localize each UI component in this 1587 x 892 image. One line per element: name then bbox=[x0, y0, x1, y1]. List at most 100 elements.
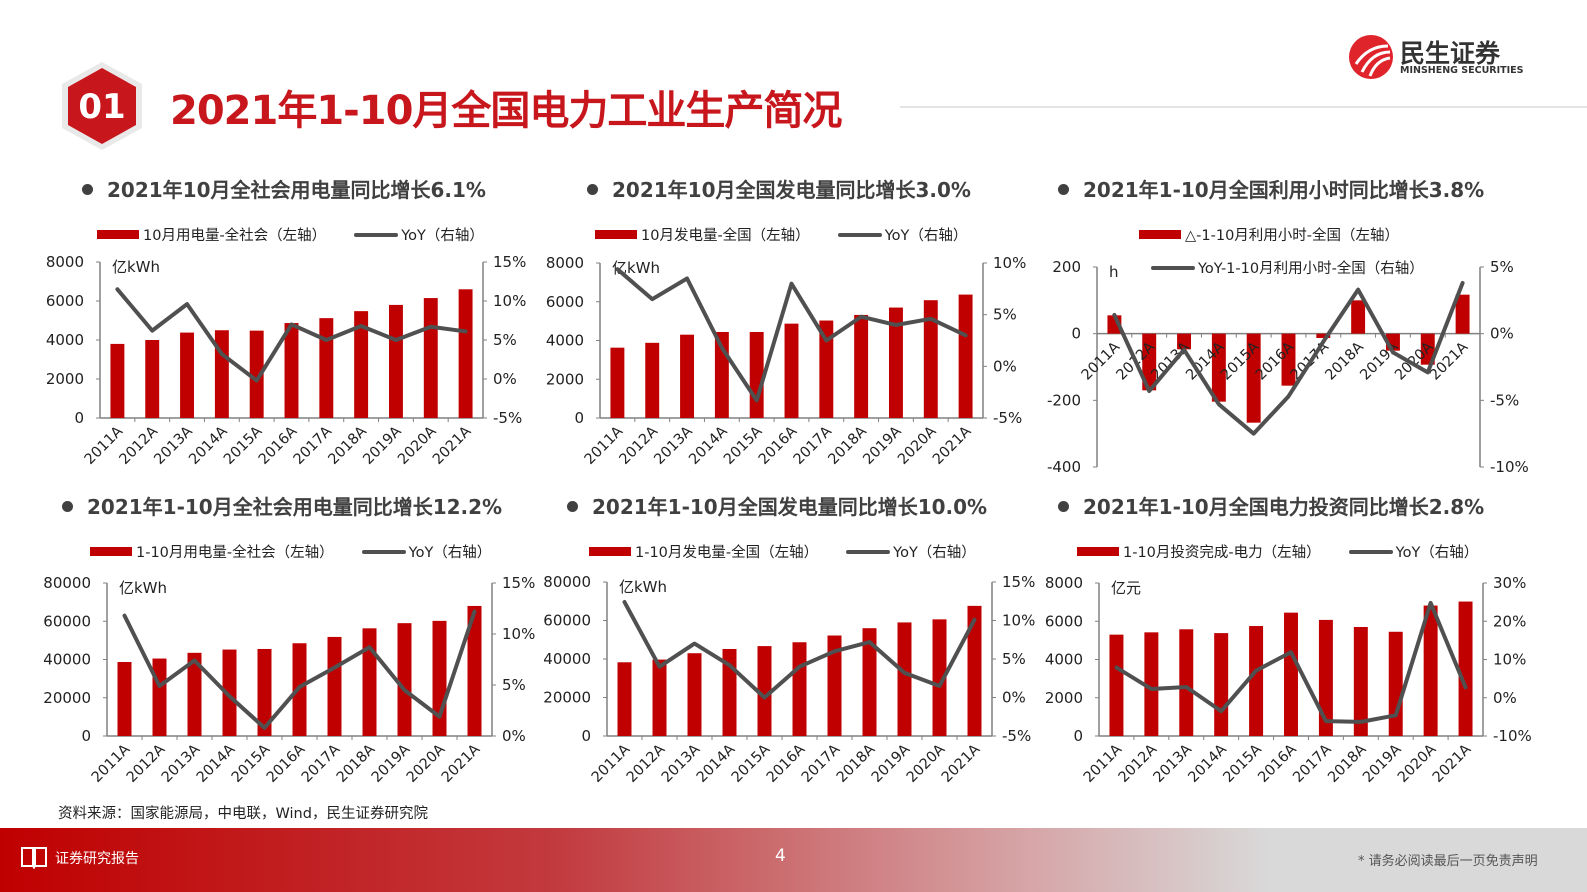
chart-1-left-tick-label: 0 bbox=[74, 409, 84, 427]
chart-3-bar bbox=[1211, 333, 1226, 402]
chart-3-category-label: 2011A bbox=[1079, 339, 1123, 383]
chart-title-text: 2021年1-10月全国电力投资同比增长2.8% bbox=[1083, 495, 1485, 519]
chart-2-category-label: 2016A bbox=[756, 423, 800, 467]
chart-title-text: 2021年1-10月全国利用小时同比增长3.8% bbox=[1083, 178, 1485, 202]
chart-5-category-label: 2013A bbox=[659, 741, 703, 785]
chart-4-unit-label: 亿kWh bbox=[119, 579, 167, 597]
chart-1-category-label: 2021A bbox=[430, 423, 474, 467]
chart-5-right-tick-label: -5% bbox=[1002, 727, 1031, 745]
footer-report-label: 证券研究报告 bbox=[55, 851, 139, 867]
chart-2-left-tick-label: 2000 bbox=[546, 370, 584, 388]
chart-2-bar bbox=[680, 334, 695, 418]
chart-5-category-label: 2019A bbox=[869, 741, 913, 785]
chart-2-right-tick-label: 0% bbox=[993, 357, 1017, 375]
chart-6-bar bbox=[1423, 605, 1438, 736]
chart-6-right-tick-label: -10% bbox=[1493, 727, 1532, 745]
chart-5-right-tick-label: 5% bbox=[1002, 650, 1026, 668]
chart-5-category-label: 2012A bbox=[624, 741, 668, 785]
chart-3-right-tick-label: -5% bbox=[1490, 391, 1519, 409]
chart-5-category-label: 2015A bbox=[729, 741, 773, 785]
chart-5-left-tick-label: 40000 bbox=[543, 650, 591, 668]
page-title: 2021年1-10月全国电力工业生产简况 bbox=[170, 88, 842, 134]
legend-label: YoY（右轴） bbox=[408, 545, 492, 561]
chart-6-bar bbox=[1109, 634, 1124, 736]
chart-4-category-label: 2018A bbox=[334, 741, 378, 785]
legend-bar-swatch bbox=[90, 547, 132, 556]
chart-4-bar bbox=[117, 661, 132, 736]
chart-2-category-label: 2020A bbox=[895, 423, 939, 467]
chart-6-bar bbox=[1144, 632, 1159, 736]
page-number: 4 bbox=[775, 846, 786, 866]
chart-6-category-label: 2015A bbox=[1220, 741, 1264, 785]
chart-6-bar bbox=[1214, 633, 1229, 736]
chart-1-bar bbox=[110, 343, 125, 418]
chart-3-category-label: 2018A bbox=[1323, 339, 1367, 383]
chart-5-right-tick-label: 10% bbox=[1002, 612, 1035, 630]
chart-title-5: 2021年1-10月全国发电量同比增长10.0% bbox=[567, 491, 987, 520]
chart-6-category-label: 2018A bbox=[1325, 741, 1369, 785]
chart-6-category-label: 2017A bbox=[1290, 741, 1334, 785]
legend-bar-swatch bbox=[589, 547, 631, 556]
chart-5-category-label: 2014A bbox=[694, 741, 738, 785]
chart-5-unit-label: 亿kWh bbox=[619, 578, 667, 596]
chart-4-bar bbox=[327, 636, 342, 736]
legend-bar-swatch bbox=[1139, 230, 1181, 239]
chart-5-category-label: 2021A bbox=[939, 741, 983, 785]
chart-6-legend: 1-10月投资完成-电力（左轴） YoY（右轴） bbox=[1077, 541, 1478, 562]
chart-title-6: 2021年1-10月全国电力投资同比增长2.8% bbox=[1058, 491, 1484, 520]
chart-6-bar bbox=[1318, 619, 1333, 736]
chart-2-category-label: 2011A bbox=[582, 423, 626, 467]
logo-text-cn: 民生证券 bbox=[1400, 39, 1501, 68]
chart-1-category-label: 2014A bbox=[186, 423, 230, 467]
chart-3-left-tick-label: -200 bbox=[1047, 391, 1081, 409]
chart-2-unit-label: 亿kWh bbox=[612, 259, 660, 277]
chart-4-bar bbox=[397, 623, 412, 736]
chart-4-right-tick-label: 10% bbox=[502, 625, 535, 643]
chart-6-bar bbox=[1284, 612, 1298, 736]
chart-2-bar bbox=[923, 300, 938, 418]
chart-6-category-label: 2014A bbox=[1186, 741, 1230, 785]
legend-label: 10月用电量-全社会（左轴） bbox=[143, 228, 327, 244]
chart-1-category-label: 2016A bbox=[256, 423, 300, 467]
chart-1-left-tick-label: 4000 bbox=[46, 331, 84, 349]
chart-6-right-tick-label: 0% bbox=[1493, 689, 1517, 707]
legend-label: 1-10月用电量-全社会（左轴） bbox=[136, 545, 334, 561]
legend-label: 1-10月发电量-全国（左轴） bbox=[635, 545, 819, 561]
chart-5-bar bbox=[652, 659, 667, 736]
chart-2-bar bbox=[610, 347, 625, 418]
chart-1-bar bbox=[214, 330, 229, 418]
chart-1-category-label: 2015A bbox=[221, 423, 265, 467]
badge-number: 01 bbox=[78, 87, 125, 127]
chart-5-category-label: 2020A bbox=[904, 741, 948, 785]
chart-6-left-tick-label: 8000 bbox=[1045, 574, 1083, 592]
chart-6-right-tick-label: 20% bbox=[1493, 612, 1526, 630]
legend-label: YoY-1-10月利用小时-全国（右轴） bbox=[1198, 261, 1424, 277]
chart-1-bar bbox=[354, 311, 369, 418]
chart-4-category-label: 2011A bbox=[89, 741, 133, 785]
chart-1-bar bbox=[458, 289, 473, 418]
chart-1-category-label: 2019A bbox=[360, 423, 404, 467]
chart-4-bar bbox=[467, 605, 482, 736]
chart-2-category-label: 2018A bbox=[826, 423, 870, 467]
chart-6-category-label: 2020A bbox=[1395, 741, 1439, 785]
chart-2-bar bbox=[784, 323, 799, 418]
chart-title-4: 2021年1-10月全社会用电量同比增长12.2% bbox=[62, 491, 502, 520]
chart-5-left-tick-label: 0 bbox=[581, 727, 591, 745]
book-icon bbox=[21, 847, 47, 869]
chart-5-legend: 1-10月发电量-全国（左轴） YoY（右轴） bbox=[589, 541, 976, 562]
chart-1-bar bbox=[180, 332, 195, 418]
chart-1-right-tick-label: 5% bbox=[493, 331, 517, 349]
chart-2-right-tick-label: -5% bbox=[993, 409, 1022, 427]
legend-bar-swatch bbox=[1077, 547, 1119, 556]
chart-4-right-tick-label: 0% bbox=[502, 727, 526, 745]
chart-3-legend-bar: △-1-10月利用小时-全国（左轴） bbox=[1139, 224, 1399, 245]
chart-5-category-label: 2017A bbox=[799, 741, 843, 785]
chart-2-bar bbox=[819, 320, 834, 418]
chart-1-legend: 10月用电量-全社会（左轴） YoY（右轴） bbox=[97, 224, 484, 245]
chart-4-left-tick-label: 80000 bbox=[43, 574, 91, 592]
chart-5-left-tick-label: 20000 bbox=[543, 689, 591, 707]
chart-1-left-tick-label: 8000 bbox=[46, 253, 84, 271]
chart-1-bar bbox=[145, 340, 160, 418]
chart-3-left-tick-label: 0 bbox=[1071, 325, 1081, 343]
minsheng-logo: 民生证券 MINSHENG SECURITIES bbox=[1348, 32, 1528, 82]
